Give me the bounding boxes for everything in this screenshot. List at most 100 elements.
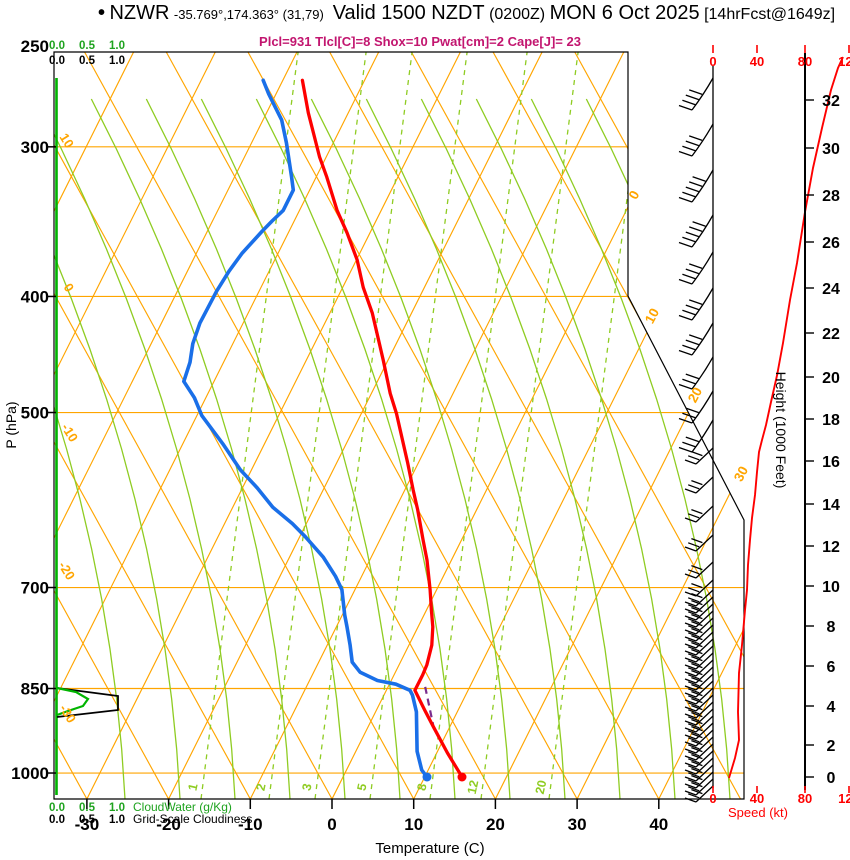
- pressure-tick-label: 1000: [11, 764, 49, 783]
- wind-barb: [678, 77, 714, 111]
- cloudiness-scale-bottom: 0.5: [79, 814, 96, 826]
- wind-barb: [684, 505, 714, 523]
- speed-tick-label-bottom: 0: [709, 791, 716, 806]
- cloudwater-scale-top: 0.0: [49, 40, 65, 52]
- height-tick-label: 28: [822, 188, 840, 205]
- wind-barb: [684, 715, 714, 733]
- wind-barb: [678, 169, 714, 203]
- temperature-tick-label: -30: [75, 815, 100, 834]
- speed-tick-label-bottom: 40: [750, 791, 764, 806]
- station-coords: -35.769°,174.363° (31,79): [173, 7, 324, 22]
- station-bullet: •: [98, 2, 106, 24]
- temperature-tick-label: 40: [649, 815, 668, 834]
- wind-barb: [678, 251, 714, 285]
- height-tick-label: 32: [822, 93, 840, 110]
- temperature-tick-label: -20: [156, 815, 181, 834]
- pressure-tick-label: 400: [21, 287, 49, 306]
- height-tick-label: 24: [822, 281, 840, 298]
- wind-barb: [684, 447, 714, 465]
- wind-barb: [684, 579, 714, 597]
- parcel-lcl-line: [423, 685, 436, 730]
- height-tick-label: 12: [822, 539, 840, 556]
- height-tick-label: 0: [827, 770, 836, 787]
- dewpoint-curve: [182, 78, 429, 779]
- pressure-tick-label: 300: [21, 138, 49, 157]
- cloudwater-scale-top: 1.0: [109, 40, 125, 52]
- cloudiness-scale-top: 0.0: [49, 55, 65, 67]
- adiabat-label: -30: [56, 702, 79, 726]
- isotherm-label: 30: [731, 464, 751, 484]
- valid-zulu: (0200Z): [489, 6, 546, 23]
- skewt-grid: [54, 52, 744, 799]
- height-tick-label: 22: [822, 326, 840, 343]
- height-tick-label: 16: [822, 454, 840, 471]
- grid-scale-cloudiness-profile: [56, 687, 119, 718]
- cloudiness-scale-bottom: 1.0: [109, 814, 125, 826]
- cloud-layer-profiles: [56, 686, 119, 718]
- wind-barb: [678, 419, 714, 453]
- height-tick-label: 2: [827, 738, 836, 755]
- height-tick-label: 18: [822, 412, 840, 429]
- cloudiness-axis-title: Grid-Scale Cloudiness: [133, 812, 252, 826]
- cloudwater-scale-bottom: 0.0: [49, 802, 65, 814]
- plot-frame: [53, 51, 745, 800]
- surface-temperature-dot: [457, 772, 467, 782]
- height-axis-title: Height (1000 Feet): [773, 372, 789, 489]
- speed-tick-label-top: 0: [709, 54, 716, 69]
- stability-parameters: Plcl=931 Tlcl[C]=8 Shox=10 Pwat[cm]=2 Ca…: [259, 34, 581, 49]
- speed-tick-label-bottom: 80: [798, 791, 812, 806]
- wind-barb: [678, 214, 714, 248]
- mixing-ratio-label: 2: [254, 782, 269, 792]
- cloudiness-scale-top: 1.0: [109, 55, 125, 67]
- height-tick-label: 30: [822, 141, 840, 158]
- wind-speed-curve: [728, 56, 844, 779]
- height-tick-label: 20: [822, 370, 840, 387]
- speed-tick-label-bottom: 120: [838, 791, 850, 806]
- cloudwater-profile: [56, 686, 90, 717]
- temperature-tick-label: -10: [238, 815, 263, 834]
- wind-barb: [684, 687, 714, 705]
- height-tick-label: 6: [827, 659, 836, 676]
- pressure-axis-title: P (hPa): [3, 401, 19, 448]
- valid-date: MON 6 Oct 2025: [549, 2, 700, 24]
- cloudiness-scale-bottom: 0.0: [49, 814, 65, 826]
- wind-barb: [684, 561, 714, 579]
- wind-barb: [684, 534, 714, 552]
- wind-barb: [684, 476, 714, 494]
- height-tick-label: 14: [822, 497, 840, 514]
- title-bar: • NZWR -35.769°,174.363° (31,79) Valid 1…: [0, 2, 850, 30]
- cloudwater-scale-bottom: 1.0: [109, 802, 125, 814]
- speed-tick-label-top: 40: [750, 54, 764, 69]
- valid-time: Valid 1500 NZDT: [332, 2, 485, 24]
- pressure-tick-label: 500: [21, 404, 49, 423]
- forecast-tag: [14hrFcst@1649z]: [704, 6, 836, 23]
- mixing-ratio-label: 20: [533, 779, 550, 796]
- surface-dewpoint-dot: [422, 772, 432, 782]
- height-tick-label: 26: [822, 235, 840, 252]
- temperature-axis-title: Temperature (C): [375, 840, 484, 857]
- speed-axis-title: Speed (kt): [728, 805, 788, 820]
- temperature-tick-label: 20: [486, 815, 505, 834]
- station-id: NZWR: [109, 2, 170, 24]
- mixing-ratio-label: 12: [465, 779, 482, 796]
- isotherm-label: 20: [685, 385, 705, 405]
- cloudiness-scale-top: 0.5: [79, 55, 96, 67]
- temperature-tick-label: 30: [568, 815, 587, 834]
- adiabat-label: -20: [55, 559, 78, 583]
- wind-barb: [678, 356, 714, 390]
- mixing-ratio-label: 3: [300, 782, 315, 792]
- speed-tick-label-top: 80: [798, 54, 812, 69]
- cloudwater-scale-bottom: 0.5: [79, 802, 96, 814]
- mixing-ratio-label: 8: [415, 782, 430, 792]
- wind-barb: [678, 287, 714, 321]
- pressure-tick-label: 850: [21, 679, 49, 698]
- wind-barb: [678, 390, 714, 424]
- speed-tick-label-top: 120: [838, 54, 850, 69]
- height-tick-label: 8: [827, 619, 836, 636]
- adiabat-label: 10: [57, 131, 77, 151]
- pressure-tick-label: 700: [21, 579, 49, 598]
- temperature-tick-label: 0: [327, 815, 336, 834]
- mixing-ratio-label: 5: [355, 782, 370, 792]
